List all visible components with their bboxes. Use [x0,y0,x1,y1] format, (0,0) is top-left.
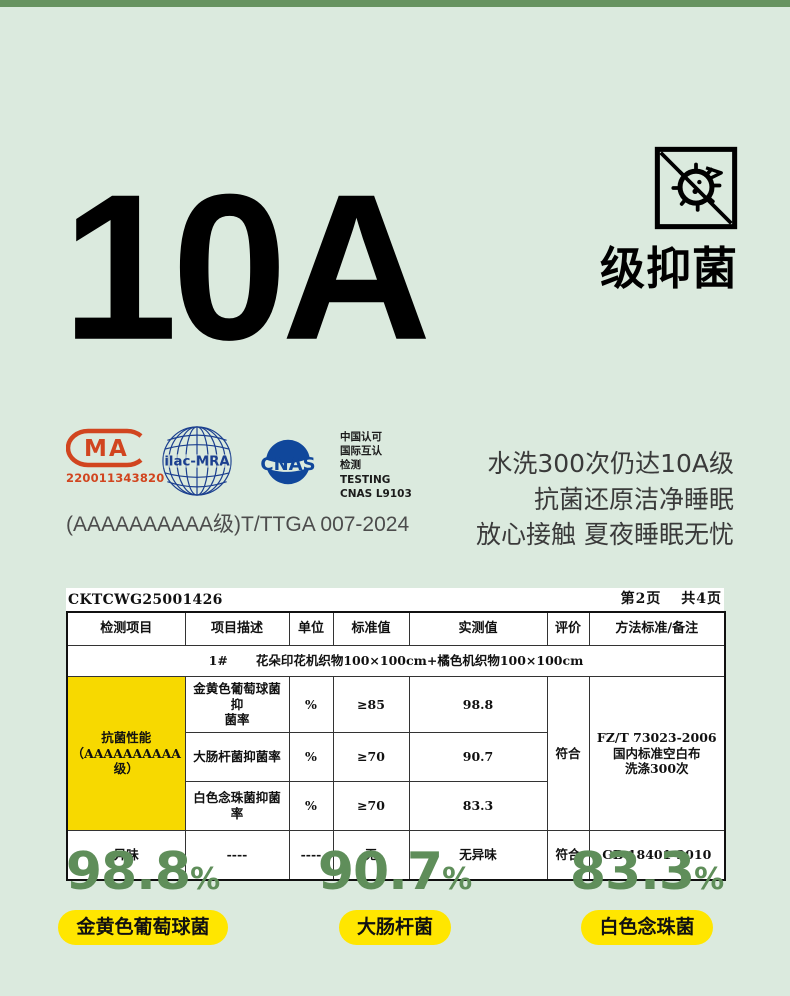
method-line-1: FZ/T 73023-2006 [596,730,717,745]
test-item-candida: 白色念珠菌抑菌率 [184,780,290,831]
stat-staph-value: 98.8 [65,842,191,902]
unit-ecoli: % [288,731,334,782]
test-item-staph: 金黄色葡萄球菌抑 菌率 [184,676,290,733]
cnas-line-3: 检测 [340,459,361,472]
slogan-line-3: 放心接触 夏夜睡眠无忧 [476,520,734,549]
stat-candida-unit: % [694,862,725,897]
ilac-mra-certification: ilac-MRA [160,424,236,498]
stat-staph: 98.8% 金黄色葡萄球菌 [43,846,243,945]
col-item-description: 项目描述 [184,611,290,646]
report-number: CKTCWG25001426 [68,592,223,608]
col-standard-value: 标准值 [332,611,410,646]
measured-staph: 98.8 [408,676,548,733]
measured-candida: 83.3 [408,780,548,831]
col-evaluation: 评价 [546,611,590,646]
svg-text:M: M [84,436,107,462]
stat-ecoli-value: 90.7 [317,842,443,902]
report-page-current: 第2页 [620,591,662,607]
stat-candida-label: 白色念珠菌 [581,910,713,945]
stat-ecoli-label: 大肠杆菌 [338,910,451,945]
antibacterial-performance-grade: （AAAAAAAAAA级） [71,745,182,777]
cnas-logo-icon: CNAS [255,439,321,485]
certification-logos-row: M A 220011343820 ilac-MRA [66,424,426,502]
slogan-block: 水洗300次仍达10A级 抗菌还原洁净睡眠 放心接触 夏夜睡眠无忧 [476,446,734,553]
col-unit: 单位 [288,611,334,646]
stat-ecoli-unit: % [442,862,473,897]
stat-candida: 83.3% 白色念珠菌 [547,846,747,945]
cnas-line-1: 中国认可 [340,431,382,443]
test-item-staph-line1: 金黄色葡萄球菌抑 [193,681,281,712]
certification-standard-caption: (AAAAAAAAAA级)T/TTGA 007-2024 [66,513,410,536]
evaluation-odor: 符合 [546,829,590,881]
cnas-accreditation-text: 中国认可 国际互认 检测 TESTING CNAS L9103 [340,424,412,501]
method-line-2: 国内标准空白布 [612,745,701,761]
standard-candida: ≥70 [332,780,410,831]
method-odor: GB 18401-2010 [588,829,726,881]
stat-staph-label: 金黄色葡萄球菌 [58,910,228,945]
test-item-staph-line2: 菌率 [224,712,250,728]
stat-staph-unit: % [190,862,221,897]
certification-block: M A 220011343820 ilac-MRA [66,424,426,554]
hero-section: 10A 级抑菌 [0,140,790,384]
table-row: 抗菌性能 （AAAAAAAAAA级） 金黄色葡萄球菌抑 菌率 % ≥85 98.… [66,676,726,831]
standard-ecoli: ≥70 [332,731,410,782]
statistics-section: 98.8% 金黄色葡萄球菌 90.7% 大肠杆菌 83.3% 白色念珠菌 [0,846,790,945]
standard-odor: 无 [332,829,410,881]
report-pagination: 第2页 共4页 [607,588,722,608]
method-antibacterial: FZ/T 73023-2006 国内标准空白布 洗涤300次 [588,676,726,831]
cma-logo-icon: M A [66,428,143,468]
antibacterial-germ-icon [654,146,738,230]
stat-ecoli-value-wrap: 90.7% [295,846,495,898]
measured-ecoli: 90.7 [408,731,548,782]
stat-ecoli: 90.7% 大肠杆菌 [295,846,495,945]
cnas-certification: CNAS [246,424,330,486]
col-test-item: 检测项目 [66,611,186,646]
test-item-ecoli: 大肠杆菌抑菌率 [184,731,290,782]
hero-subtitle: 级抑菌 [599,242,738,295]
stat-candida-value-wrap: 83.3% [547,846,747,898]
hero-right-block: 级抑菌 [498,140,738,291]
sample-description-cell: 1# 花朵印花机织物100×100cm+橘色机织物100×100cm [66,645,726,677]
svg-text:A: A [109,436,127,462]
report-header: CKTCWG25001426 第2页 共4页 [66,588,724,611]
measured-odor: 无异味 [408,829,548,881]
description-odor: ---- [184,829,290,881]
test-item-odor: 异味 [66,829,186,881]
report-page-total: 共4页 [681,591,722,607]
cnas-line-5: CNAS L9103 [340,487,412,500]
slogan-line-2: 抗菌还原洁净睡眠 [533,484,734,514]
ilac-mra-logo-icon: ilac-MRA [162,426,232,496]
stat-candida-value: 83.3 [569,842,695,902]
table-header-row: 检测项目 项目描述 单位 标准值 实测值 评价 方法标准/备注 [66,611,726,646]
cnas-line-2: 国际互认 [340,445,382,458]
svg-text:ilac-MRA: ilac-MRA [164,454,230,469]
standard-staph: ≥85 [332,676,410,733]
unit-staph: % [288,676,334,733]
slogan-line-1: 水洗300次仍达10A级 [487,449,734,478]
col-measured-value: 实测值 [408,611,548,646]
grade-headline: 10A [62,151,432,384]
cma-certificate-number: 220011343820 [66,471,165,485]
test-report: CKTCWG25001426 第2页 共4页 检测项目 项目描述 单位 标准值 … [66,588,726,881]
col-method-standard: 方法标准/备注 [588,611,726,646]
report-table: 检测项目 项目描述 单位 标准值 实测值 评价 方法标准/备注 1# 花朵印花机织… [66,611,726,881]
cnas-line-4: TESTING [340,473,391,486]
table-row-odor: 异味 ---- ---- 无 无异味 符合 GB 18401-2010 [66,829,726,881]
method-line-3: 洗涤300次 [624,761,689,777]
svg-text:CNAS: CNAS [260,454,315,475]
cma-certification: M A 220011343820 [66,424,165,485]
antibacterial-performance-cell: 抗菌性能 （AAAAAAAAAA级） [66,676,186,831]
top-accent-strip [0,0,790,7]
unit-odor: ---- [288,829,334,881]
unit-candida: % [288,780,334,831]
stat-staph-value-wrap: 98.8% [43,846,243,898]
sample-id: 1# [208,653,228,669]
table-row-sample: 1# 花朵印花机织物100×100cm+橘色机织物100×100cm [66,645,726,677]
table-row: 白色念珠菌抑菌率 % ≥70 83.3 [67,780,725,831]
sample-description: 花朵印花机织物100×100cm+橘色机织物100×100cm [255,653,584,669]
evaluation-antibacterial: 符合 [546,676,590,831]
antibacterial-performance-title: 抗菌性能 [101,730,152,745]
